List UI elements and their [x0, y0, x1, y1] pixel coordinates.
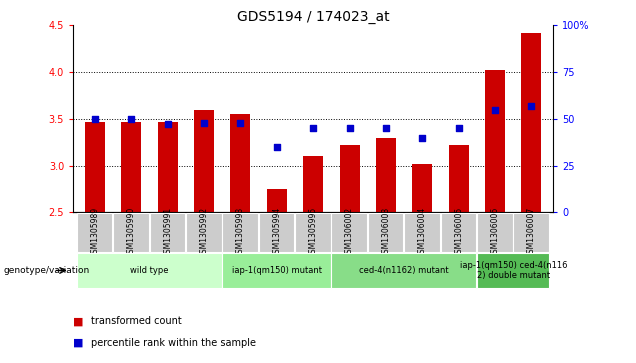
- FancyBboxPatch shape: [477, 213, 513, 252]
- Bar: [230, 114, 251, 212]
- Text: GSM1305989: GSM1305989: [90, 207, 99, 258]
- Text: GSM1306003: GSM1306003: [382, 207, 391, 258]
- Point: [527, 103, 537, 109]
- Bar: [485, 70, 505, 212]
- Text: GSM1306004: GSM1306004: [418, 207, 427, 258]
- FancyBboxPatch shape: [441, 213, 476, 252]
- FancyBboxPatch shape: [368, 213, 403, 252]
- Text: GSM1305990: GSM1305990: [127, 207, 136, 258]
- Text: ■: ■: [73, 316, 87, 326]
- Point: [453, 125, 464, 131]
- Text: ■: ■: [73, 338, 87, 348]
- FancyBboxPatch shape: [477, 253, 549, 288]
- Bar: [522, 33, 541, 212]
- Text: GSM1306006: GSM1306006: [490, 207, 500, 258]
- Text: iap-1(qm150) ced-4(n116
2) double mutant: iap-1(qm150) ced-4(n116 2) double mutant: [460, 261, 567, 280]
- FancyBboxPatch shape: [331, 213, 367, 252]
- FancyBboxPatch shape: [113, 213, 149, 252]
- FancyBboxPatch shape: [259, 213, 294, 252]
- Title: GDS5194 / 174023_at: GDS5194 / 174023_at: [237, 11, 389, 24]
- Point: [199, 120, 209, 126]
- Point: [127, 116, 137, 122]
- Point: [163, 122, 173, 127]
- Point: [381, 125, 391, 131]
- Bar: [267, 189, 287, 212]
- FancyBboxPatch shape: [186, 213, 221, 252]
- FancyBboxPatch shape: [404, 213, 440, 252]
- Point: [345, 125, 355, 131]
- FancyBboxPatch shape: [331, 253, 476, 288]
- Bar: [340, 145, 359, 212]
- FancyBboxPatch shape: [149, 213, 185, 252]
- Bar: [376, 138, 396, 212]
- Text: GSM1306002: GSM1306002: [345, 207, 354, 258]
- Text: GSM1305995: GSM1305995: [308, 207, 318, 258]
- Bar: [158, 122, 177, 212]
- Text: genotype/variation: genotype/variation: [3, 266, 90, 275]
- Text: ced-4(n1162) mutant: ced-4(n1162) mutant: [359, 266, 449, 275]
- FancyBboxPatch shape: [77, 213, 113, 252]
- Text: GSM1306007: GSM1306007: [527, 207, 536, 258]
- FancyBboxPatch shape: [223, 213, 258, 252]
- Bar: [85, 122, 105, 212]
- Point: [490, 107, 500, 113]
- Text: percentile rank within the sample: percentile rank within the sample: [91, 338, 256, 348]
- Point: [308, 125, 319, 131]
- Text: wild type: wild type: [130, 266, 169, 275]
- Point: [90, 116, 100, 122]
- Text: GSM1306005: GSM1306005: [454, 207, 463, 258]
- Text: transformed count: transformed count: [91, 316, 182, 326]
- Text: GSM1305994: GSM1305994: [272, 207, 281, 258]
- Text: iap-1(qm150) mutant: iap-1(qm150) mutant: [232, 266, 322, 275]
- Bar: [121, 122, 141, 212]
- FancyBboxPatch shape: [513, 213, 549, 252]
- Text: GSM1305991: GSM1305991: [163, 207, 172, 258]
- Bar: [412, 164, 432, 212]
- Point: [417, 135, 427, 140]
- Point: [272, 144, 282, 150]
- Bar: [449, 145, 469, 212]
- FancyBboxPatch shape: [223, 253, 331, 288]
- Bar: [303, 156, 323, 212]
- Text: GSM1305992: GSM1305992: [200, 207, 209, 258]
- FancyBboxPatch shape: [77, 253, 221, 288]
- Text: GSM1305993: GSM1305993: [236, 207, 245, 258]
- Bar: [194, 110, 214, 212]
- Point: [235, 120, 245, 126]
- FancyBboxPatch shape: [295, 213, 331, 252]
